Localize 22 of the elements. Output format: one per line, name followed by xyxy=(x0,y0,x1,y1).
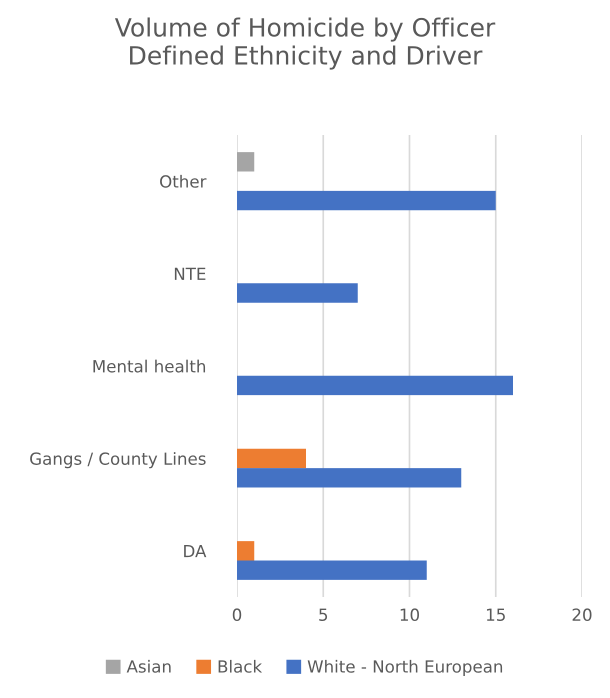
y-tick-label: NTE xyxy=(174,268,206,280)
x-tick-label: 0 xyxy=(232,608,242,622)
x-tick-label: 15 xyxy=(486,608,505,622)
bar xyxy=(237,541,254,560)
x-tick-label: 20 xyxy=(572,608,592,622)
y-tick-label: Gangs / County Lines xyxy=(30,452,206,468)
chart-title: Volume of Homicide by Officer Defined Ethnicity and Driver xyxy=(114,17,496,70)
bar xyxy=(237,190,496,210)
legend-label: Asian xyxy=(126,660,171,673)
legend-label: Black xyxy=(218,660,262,673)
x-tick-label: 5 xyxy=(319,608,328,622)
legend-label: White - North European xyxy=(308,660,502,676)
y-tick-label: DA xyxy=(184,544,206,558)
y-tick-label: Other xyxy=(160,174,206,188)
bar xyxy=(237,283,358,303)
bar xyxy=(237,448,306,468)
bar xyxy=(237,376,513,396)
bar xyxy=(237,560,427,580)
x-tick-label: 10 xyxy=(400,608,419,622)
y-tick-label: Mental health xyxy=(93,360,206,373)
bar xyxy=(237,468,462,488)
bar xyxy=(237,152,254,172)
